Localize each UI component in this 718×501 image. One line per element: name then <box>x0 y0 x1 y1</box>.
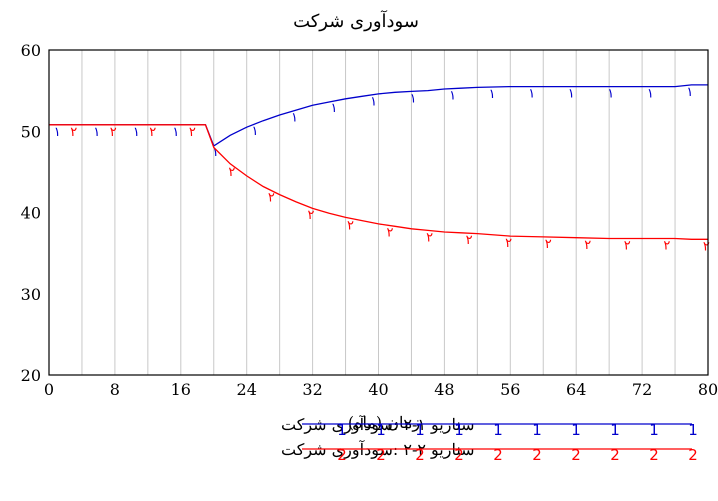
x-tick-label: 8 <box>110 380 120 399</box>
series-2-marker: ۲ <box>703 239 710 254</box>
legend-marker-1: 1 <box>376 421 386 439</box>
y-tick-label: 30 <box>21 285 41 304</box>
legend-marker-1: 1 <box>415 421 425 439</box>
series-2-marker: ۲ <box>584 238 591 253</box>
series-1-marker: ۱ <box>528 87 535 102</box>
legend-marker-1: 1 <box>571 421 581 439</box>
legend-marker-1: 1 <box>337 421 347 439</box>
chart-title: سودآوری شرکت <box>293 10 419 32</box>
series-2-marker: ۲ <box>466 233 473 248</box>
legend-marker-2: 2 <box>571 446 581 464</box>
series-1-marker: ۱ <box>607 87 614 102</box>
series-2-marker: ۲ <box>545 237 552 252</box>
legend-marker-2: 2 <box>532 446 542 464</box>
plot-frame <box>48 49 709 376</box>
series-2-marker: ۲ <box>387 226 394 241</box>
x-tick-label: 0 <box>44 380 54 399</box>
y-tick-label: 40 <box>21 204 41 223</box>
legend-marker-1: 1 <box>610 421 620 439</box>
series-1-marker: ۱ <box>291 111 298 126</box>
legend-marker-1: 1 <box>532 421 542 439</box>
legend-marker-2: 2 <box>649 446 659 464</box>
series-2-marker: ۲ <box>149 125 156 140</box>
x-tick-label: 24 <box>237 380 257 399</box>
series-line-1 <box>49 84 708 147</box>
y-tick-label: 60 <box>21 41 41 60</box>
x-tick-label: 16 <box>171 380 191 399</box>
y-tick-label: 50 <box>21 122 41 141</box>
legend-marker-1: 1 <box>649 421 659 439</box>
series-2-marker: ۲ <box>505 236 512 251</box>
series-2-marker: ۲ <box>426 231 433 246</box>
series-1-marker: ۱ <box>212 145 219 160</box>
series-2-marker: ۲ <box>624 239 631 254</box>
series-1-marker: ۱ <box>172 125 179 140</box>
series-2-marker: ۲ <box>663 239 670 254</box>
series-1-marker: ۱ <box>133 125 140 140</box>
series-1-marker: ۱ <box>686 85 693 100</box>
series-2-marker: ۲ <box>110 125 117 140</box>
series-2-marker: ۲ <box>189 125 196 140</box>
legend-marker-2: 2 <box>415 446 425 464</box>
legend-marker-2: 2 <box>688 446 698 464</box>
tick-layer: 0 8 16 24 32 40 48 56 64 72 80 20 30 40 50 60 <box>21 41 718 399</box>
series-1-marker: ۱ <box>370 95 377 110</box>
series-line-2 <box>49 124 708 240</box>
series-1-marker: ۱ <box>568 87 575 102</box>
series-1-marker: ۱ <box>331 101 338 116</box>
series-2-marker: ۲ <box>228 165 235 180</box>
legend: سناریو ۱-۲ :سودآوری شرکت1111111111سناریو… <box>281 414 698 464</box>
series-2-marker: ۲ <box>347 218 354 233</box>
legend-marker-1: 1 <box>493 421 503 439</box>
legend-marker-1: 1 <box>454 421 464 439</box>
series-2-marker: ۲ <box>70 125 77 140</box>
legend-marker-2: 2 <box>376 446 386 464</box>
series-2-marker: ۲ <box>268 191 275 206</box>
series-1-marker: ۱ <box>251 124 258 139</box>
series-2-marker: ۲ <box>307 208 314 223</box>
x-axis-label: زمان (ماه) <box>348 413 420 432</box>
series-1-marker: ۱ <box>489 87 496 102</box>
x-tick-label: 40 <box>368 380 388 399</box>
legend-marker-2: 2 <box>493 446 503 464</box>
x-tick-label: 80 <box>698 380 718 399</box>
y-tick-label: 20 <box>21 366 41 385</box>
legend-marker-2: 2 <box>454 446 464 464</box>
x-tick-label: 72 <box>632 380 652 399</box>
legend-marker-1: 1 <box>688 421 698 439</box>
series-1-marker: ۱ <box>647 87 654 102</box>
x-tick-label: 64 <box>566 380 586 399</box>
x-tick-label: 32 <box>302 380 322 399</box>
x-tick-label: 56 <box>500 380 520 399</box>
legend-marker-2: 2 <box>610 446 620 464</box>
series-1-marker: ۱ <box>410 91 417 106</box>
series-1-marker: ۱ <box>54 125 61 140</box>
series-1-marker: ۱ <box>93 125 100 140</box>
legend-marker-2: 2 <box>337 446 347 464</box>
grid-layer <box>81 50 676 375</box>
x-tick-label: 48 <box>434 380 454 399</box>
series-1-marker: ۱ <box>449 89 456 104</box>
